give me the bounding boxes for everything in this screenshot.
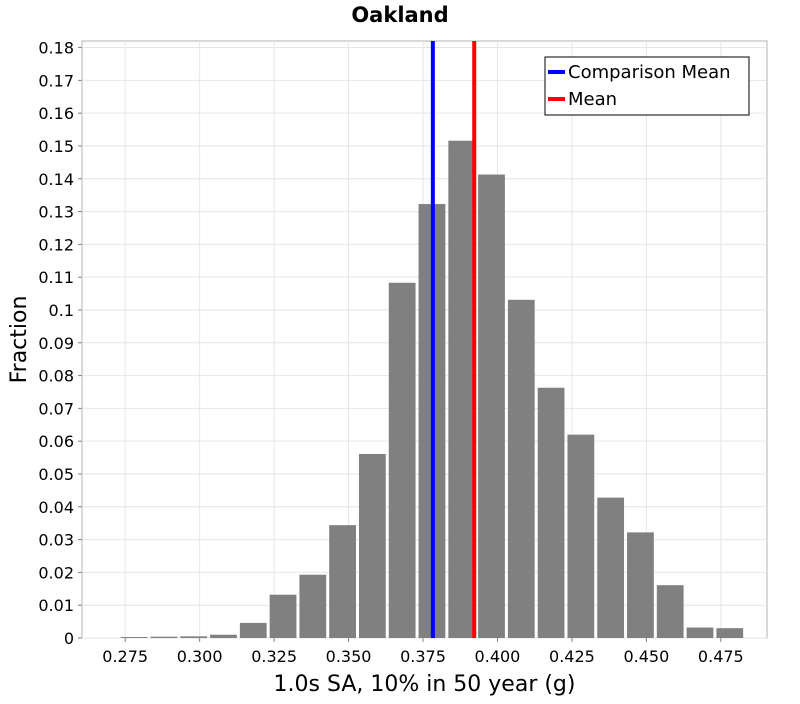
legend-label-comparison-mean: Comparison Mean <box>568 62 731 83</box>
histogram-bar <box>329 525 356 638</box>
histogram-bar <box>388 282 416 638</box>
histogram-bar <box>120 637 148 638</box>
histogram-bar <box>656 585 684 638</box>
histogram-bar <box>537 387 565 638</box>
y-tick-label: 0.09 <box>38 334 74 353</box>
x-tick-label: 0.350 <box>326 647 372 666</box>
histogram-bar <box>358 453 386 638</box>
legend-label-mean: Mean <box>568 89 617 110</box>
y-tick-label: 0.03 <box>38 531 74 550</box>
chart-title: Oakland <box>351 3 448 27</box>
y-tick-label: 0 <box>64 629 74 648</box>
x-tick-label: 0.425 <box>549 647 595 666</box>
y-tick-label: 0.13 <box>38 203 74 222</box>
histogram-bar <box>150 636 178 638</box>
histogram-bar <box>686 627 714 638</box>
axis-ticks: 0 0.01 0.02 0.03 0.04 0.05 0.06 0.07 0.08 0.09 0.1… <box>38 39 743 666</box>
y-tick-label: 0.17 <box>38 71 74 90</box>
y-tick-label: 0.04 <box>38 498 74 517</box>
x-tick-label: 0.375 <box>400 647 446 666</box>
legend-box <box>544 56 750 116</box>
y-tick-label: 0.08 <box>38 367 74 386</box>
y-tick-label: 0.11 <box>38 268 74 287</box>
histogram-bar <box>507 299 535 638</box>
y-tick-label: 0.07 <box>38 399 74 418</box>
x-tick-label: 0.450 <box>623 647 669 666</box>
histogram-bars <box>120 140 744 638</box>
y-tick-label: 0.01 <box>38 596 74 615</box>
y-tick-label: 0.15 <box>38 137 74 156</box>
y-tick-label: 0.02 <box>38 563 74 582</box>
histogram-bar <box>210 634 237 638</box>
x-tick-label: 0.475 <box>698 647 744 666</box>
chart-legend: Comparison Mean Mean <box>544 56 750 116</box>
histogram-bar <box>239 622 267 638</box>
y-axis-label: Fraction <box>7 296 32 384</box>
histogram-bar <box>716 628 744 638</box>
mean-lines <box>430 41 477 638</box>
histogram-bar <box>180 636 208 638</box>
histogram-bar <box>567 434 595 638</box>
x-axis-label: 1.0s SA, 10% in 50 year (g) <box>274 672 576 697</box>
x-tick-label: 0.325 <box>251 647 297 666</box>
x-tick-label: 0.275 <box>102 647 148 666</box>
histogram-bar <box>448 140 476 638</box>
histogram-bar <box>299 574 327 638</box>
histogram-bar <box>597 497 625 638</box>
x-tick-label: 0.300 <box>177 647 223 666</box>
y-tick-label: 0.06 <box>38 432 74 451</box>
histogram-bar <box>478 174 505 638</box>
x-tick-label: 0.400 <box>475 647 521 666</box>
y-tick-label: 0.12 <box>38 235 74 254</box>
histogram-bar <box>269 594 297 638</box>
y-tick-label: 0.05 <box>38 465 74 484</box>
y-tick-label: 0.16 <box>38 104 74 123</box>
y-tick-label: 0.14 <box>38 170 74 189</box>
y-tick-label: 0.18 <box>38 39 74 58</box>
y-tick-label: 0.1 <box>49 301 74 320</box>
histogram-bar <box>627 532 654 638</box>
